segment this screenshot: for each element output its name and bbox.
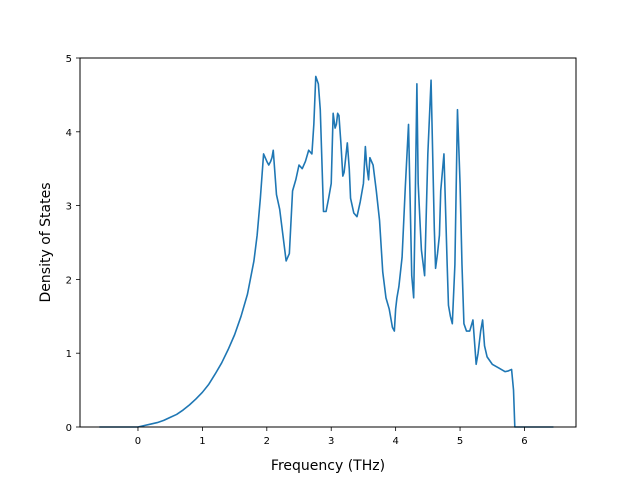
y-tick-label: 1	[66, 349, 72, 360]
y-axis-ticks: 0 1 2 3 4 5	[66, 54, 80, 434]
x-tick-label: 3	[328, 436, 334, 447]
x-axis-ticks: 0 1 2 3 4 5 6	[135, 427, 528, 447]
x-tick-label: 1	[199, 436, 205, 447]
y-tick-label: 2	[66, 275, 72, 286]
y-tick-label: 0	[66, 423, 72, 434]
x-tick-label: 2	[264, 436, 270, 447]
x-tick-label: 0	[135, 436, 141, 447]
x-tick-label: 5	[457, 436, 463, 447]
y-tick-label: 3	[66, 202, 72, 213]
x-axis-label: Frequency (THz)	[271, 458, 385, 474]
x-tick-label: 4	[392, 436, 398, 447]
y-axis-label: Density of States	[38, 183, 54, 303]
y-tick-label: 4	[66, 128, 72, 139]
x-tick-label: 6	[521, 436, 527, 447]
axes-frame	[79, 57, 577, 428]
plot-area	[99, 75, 554, 428]
dos-series-line	[99, 75, 554, 428]
y-tick-label: 5	[66, 54, 72, 65]
